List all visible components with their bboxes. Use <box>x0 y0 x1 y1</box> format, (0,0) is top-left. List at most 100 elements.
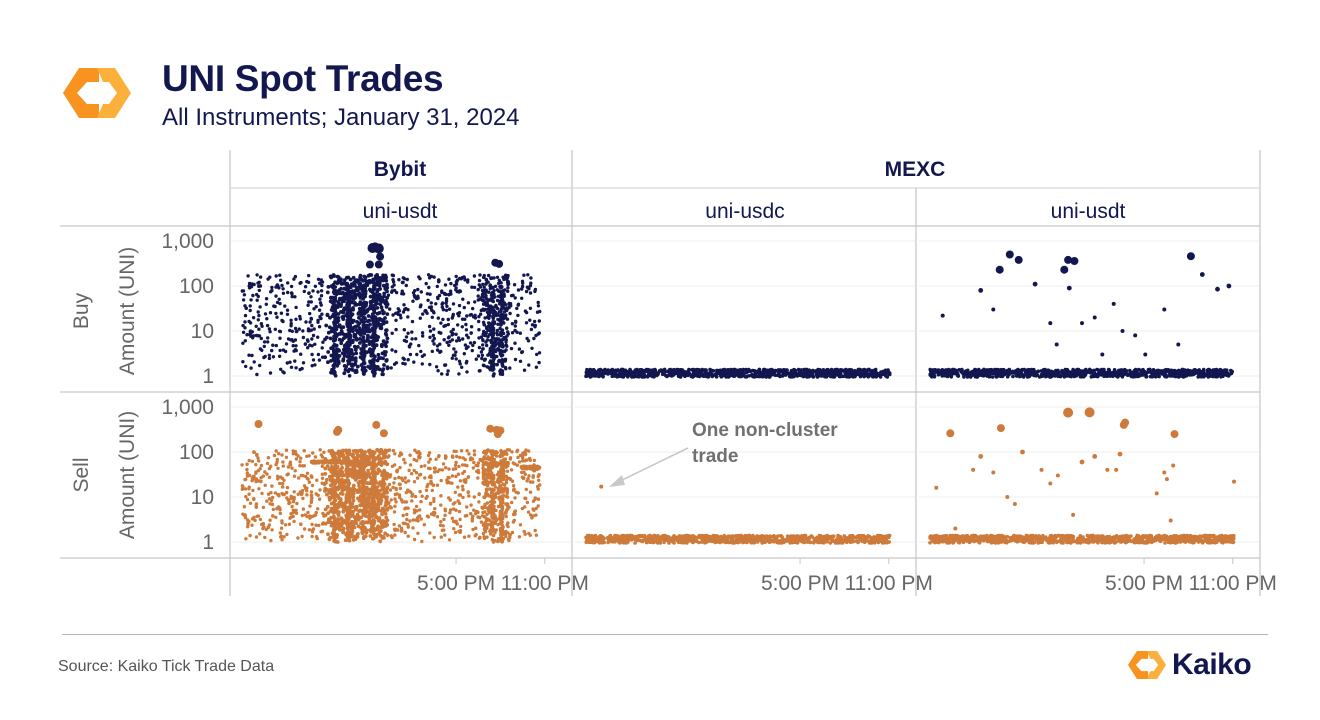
data-point <box>271 343 275 347</box>
data-point <box>342 336 346 341</box>
data-point <box>482 323 487 327</box>
data-point <box>528 306 533 310</box>
data-point <box>294 344 298 348</box>
data-point <box>517 460 522 464</box>
data-point <box>441 301 445 305</box>
data-point <box>758 374 762 379</box>
data-point <box>439 535 443 539</box>
data-point <box>495 275 500 279</box>
data-point <box>461 495 465 500</box>
data-point <box>430 488 434 493</box>
data-point <box>481 363 486 367</box>
data-point <box>336 275 341 280</box>
data-point <box>1074 370 1078 374</box>
data-point <box>434 302 438 306</box>
data-point <box>252 497 256 501</box>
data-point <box>329 370 333 375</box>
data-point <box>317 325 322 329</box>
scatter-chart: Bybit MEXC uni-usdt uni-usdc uni-usdt Bu… <box>60 150 1277 596</box>
data-point <box>354 488 359 493</box>
data-point <box>443 292 447 296</box>
chart-frame <box>60 150 1261 596</box>
data-point <box>256 294 260 299</box>
data-point <box>447 307 452 311</box>
data-point <box>474 526 478 530</box>
data-point <box>243 339 247 343</box>
data-point <box>520 470 524 475</box>
data-point <box>285 532 289 537</box>
data-point <box>424 488 429 492</box>
data-point <box>522 368 527 372</box>
data-point <box>591 369 596 373</box>
data-point <box>468 341 473 345</box>
data-point <box>375 317 380 322</box>
data-point <box>509 346 514 351</box>
data-point <box>680 371 684 376</box>
data-point <box>1167 373 1171 378</box>
data-point <box>319 289 324 293</box>
data-point <box>357 293 361 297</box>
data-point <box>374 260 383 269</box>
data-point <box>362 315 366 319</box>
data-point <box>293 359 297 363</box>
data-point <box>463 343 468 347</box>
kaiko-logo-icon <box>63 68 131 118</box>
data-point <box>432 342 436 346</box>
data-point <box>420 494 424 498</box>
data-point <box>700 367 704 372</box>
data-point <box>336 316 341 320</box>
data-point <box>385 340 389 344</box>
data-point <box>345 324 350 329</box>
data-point <box>1120 329 1125 333</box>
data-point <box>477 336 481 340</box>
data-point <box>423 464 427 468</box>
data-point <box>382 299 387 304</box>
data-point <box>447 277 451 281</box>
data-point <box>1070 257 1079 265</box>
data-point <box>283 349 288 354</box>
data-point <box>1201 374 1206 379</box>
data-point <box>586 371 591 375</box>
data-point <box>476 287 480 292</box>
data-point <box>362 370 367 374</box>
data-point <box>505 491 509 495</box>
data-point <box>265 323 270 328</box>
data-point <box>392 481 396 485</box>
data-point <box>425 311 429 315</box>
data-point <box>281 464 285 468</box>
data-point <box>339 325 344 330</box>
data-point <box>402 338 407 343</box>
data-point <box>257 313 261 318</box>
data-point <box>1078 369 1083 373</box>
data-point <box>250 282 254 286</box>
data-point <box>1176 342 1181 347</box>
data-point <box>342 308 346 313</box>
data-point <box>381 367 386 371</box>
data-point <box>275 283 279 287</box>
data-point <box>410 330 414 334</box>
data-point <box>241 330 246 334</box>
data-point <box>262 525 266 529</box>
data-point <box>381 321 386 326</box>
data-point <box>428 335 432 339</box>
data-point <box>331 302 336 306</box>
data-point <box>299 352 303 356</box>
data-point <box>387 448 392 452</box>
data-point <box>350 357 354 362</box>
data-point <box>262 355 266 360</box>
data-point <box>356 524 361 529</box>
data-point <box>351 368 355 372</box>
data-point <box>339 341 344 346</box>
data-point <box>254 505 259 509</box>
data-point <box>384 320 389 324</box>
data-point <box>346 309 350 314</box>
data-point <box>249 298 253 302</box>
data-point <box>278 531 282 535</box>
data-point <box>277 297 281 301</box>
data-point <box>464 361 468 365</box>
data-point <box>247 319 251 324</box>
data-point <box>326 520 331 524</box>
data-point <box>357 311 362 316</box>
data-point <box>278 329 283 334</box>
data-point <box>397 482 402 486</box>
